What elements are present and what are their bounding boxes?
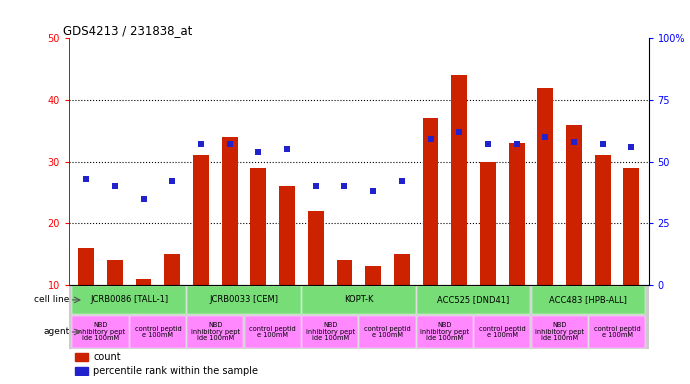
Bar: [250, 168, 266, 346]
Bar: [279, 186, 295, 346]
FancyBboxPatch shape: [72, 316, 128, 348]
Point: [540, 134, 551, 140]
Point: [425, 136, 436, 142]
Point: [339, 183, 350, 189]
FancyBboxPatch shape: [302, 286, 415, 314]
Bar: [79, 248, 94, 346]
FancyBboxPatch shape: [417, 286, 531, 314]
FancyBboxPatch shape: [359, 316, 415, 348]
Point: [511, 141, 522, 147]
Bar: [164, 254, 180, 346]
Point: [167, 178, 178, 184]
FancyBboxPatch shape: [417, 316, 473, 348]
Text: ACC525 [DND41]: ACC525 [DND41]: [437, 295, 510, 305]
Bar: [337, 260, 353, 346]
Point: [110, 183, 121, 189]
Bar: [509, 143, 524, 346]
Point: [81, 176, 92, 182]
FancyBboxPatch shape: [474, 316, 531, 348]
Bar: [221, 137, 237, 346]
Text: NBD
inhibitory pept
ide 100mM: NBD inhibitory pept ide 100mM: [306, 323, 355, 341]
Text: JCRB0086 [TALL-1]: JCRB0086 [TALL-1]: [90, 295, 168, 305]
Text: agent: agent: [43, 328, 70, 336]
FancyBboxPatch shape: [589, 316, 645, 348]
Text: count: count: [93, 352, 121, 362]
Bar: [480, 162, 496, 346]
Point: [569, 139, 580, 145]
Bar: [423, 119, 438, 346]
Point: [626, 144, 637, 150]
Point: [368, 188, 379, 194]
Point: [396, 178, 407, 184]
Bar: [308, 211, 324, 346]
Text: control peptid
e 100mM: control peptid e 100mM: [249, 326, 296, 338]
Bar: [538, 88, 553, 346]
Text: JCRB0033 [CEM]: JCRB0033 [CEM]: [210, 295, 279, 305]
FancyBboxPatch shape: [531, 286, 645, 314]
Point: [138, 195, 149, 202]
Bar: [394, 254, 410, 346]
Point: [253, 149, 264, 155]
Point: [282, 146, 293, 152]
Text: percentile rank within the sample: percentile rank within the sample: [93, 366, 258, 376]
FancyBboxPatch shape: [187, 286, 301, 314]
Text: GDS4213 / 231838_at: GDS4213 / 231838_at: [63, 24, 193, 37]
Bar: [566, 125, 582, 346]
Text: NBD
inhibitory pept
ide 100mM: NBD inhibitory pept ide 100mM: [535, 323, 584, 341]
FancyBboxPatch shape: [531, 316, 588, 348]
Point: [195, 141, 206, 147]
FancyBboxPatch shape: [244, 316, 301, 348]
FancyBboxPatch shape: [302, 316, 358, 348]
Text: NBD
inhibitory pept
ide 100mM: NBD inhibitory pept ide 100mM: [420, 323, 469, 341]
Bar: [365, 266, 381, 346]
FancyBboxPatch shape: [130, 316, 186, 348]
Bar: [193, 156, 209, 346]
Text: NBD
inhibitory pept
ide 100mM: NBD inhibitory pept ide 100mM: [76, 323, 125, 341]
Text: NBD
inhibitory pept
ide 100mM: NBD inhibitory pept ide 100mM: [190, 323, 240, 341]
Point: [482, 141, 493, 147]
Text: control peptid
e 100mM: control peptid e 100mM: [479, 326, 526, 338]
Point: [597, 141, 608, 147]
Point: [310, 183, 322, 189]
FancyBboxPatch shape: [187, 316, 244, 348]
Bar: [451, 75, 467, 346]
Point: [454, 129, 465, 135]
Text: ACC483 [HPB-ALL]: ACC483 [HPB-ALL]: [549, 295, 627, 305]
Bar: [75, 353, 88, 361]
Point: [224, 141, 235, 147]
FancyBboxPatch shape: [72, 286, 186, 314]
Bar: [595, 156, 611, 346]
Bar: [624, 168, 639, 346]
Text: control peptid
e 100mM: control peptid e 100mM: [593, 326, 640, 338]
Text: control peptid
e 100mM: control peptid e 100mM: [135, 326, 181, 338]
Text: control peptid
e 100mM: control peptid e 100mM: [364, 326, 411, 338]
Text: KOPT-K: KOPT-K: [344, 295, 373, 305]
Text: cell line: cell line: [34, 295, 70, 305]
Bar: [75, 367, 88, 375]
Bar: [107, 260, 123, 346]
Bar: [136, 279, 152, 346]
